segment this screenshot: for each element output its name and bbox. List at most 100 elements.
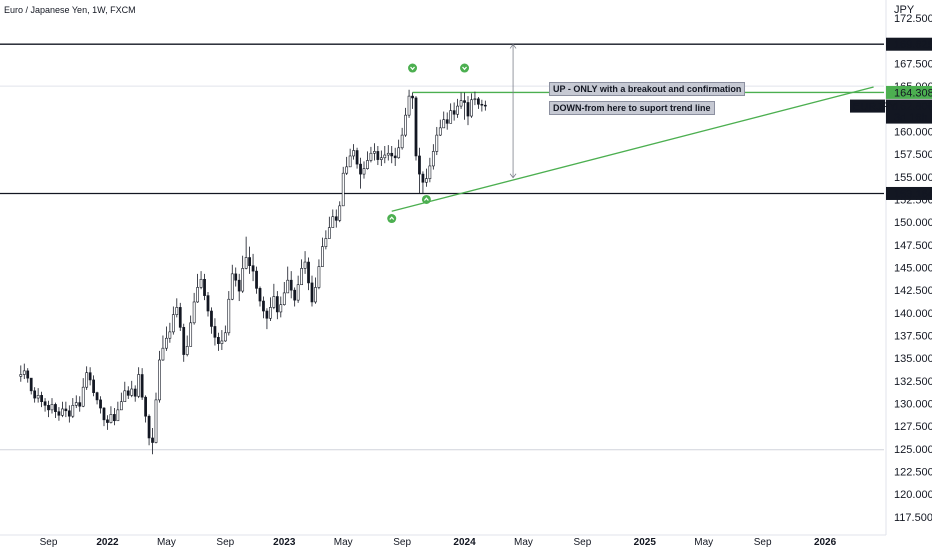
candle[interactable] bbox=[411, 95, 414, 99]
candle[interactable] bbox=[43, 401, 47, 406]
candle[interactable] bbox=[421, 173, 425, 183]
symbol-tag[interactable] bbox=[850, 99, 885, 113]
candle[interactable] bbox=[85, 372, 89, 388]
candle[interactable] bbox=[431, 151, 435, 167]
candle[interactable] bbox=[206, 295, 210, 312]
candle[interactable] bbox=[210, 310, 213, 327]
candle[interactable] bbox=[300, 268, 303, 286]
candle[interactable] bbox=[151, 437, 154, 443]
candle[interactable] bbox=[366, 160, 369, 169]
candle[interactable] bbox=[175, 307, 179, 315]
candle[interactable] bbox=[196, 287, 199, 303]
candle[interactable] bbox=[119, 401, 123, 411]
annotation-up[interactable]: UP - ONLY with a breakout and confirmati… bbox=[549, 82, 746, 96]
candle[interactable] bbox=[123, 390, 127, 403]
candle[interactable] bbox=[144, 396, 147, 417]
candle[interactable] bbox=[303, 261, 307, 269]
candle[interactable] bbox=[383, 154, 387, 159]
candle[interactable] bbox=[33, 390, 37, 399]
trend-line[interactable] bbox=[391, 86, 874, 212]
candle[interactable] bbox=[307, 261, 310, 284]
candle[interactable] bbox=[282, 292, 286, 305]
candle[interactable] bbox=[203, 278, 206, 296]
candle[interactable] bbox=[452, 110, 456, 115]
candle[interactable] bbox=[341, 172, 345, 207]
candle[interactable] bbox=[189, 322, 193, 347]
candle[interactable] bbox=[272, 296, 276, 308]
candle[interactable] bbox=[262, 300, 265, 312]
candle[interactable] bbox=[61, 408, 64, 416]
candle[interactable] bbox=[418, 155, 421, 175]
candle[interactable] bbox=[137, 374, 141, 397]
candle[interactable] bbox=[258, 288, 262, 302]
lower-price-tag[interactable] bbox=[886, 186, 932, 200]
candle[interactable] bbox=[248, 257, 251, 266]
candle[interactable] bbox=[414, 97, 418, 157]
candle[interactable] bbox=[255, 270, 258, 289]
candle[interactable] bbox=[473, 98, 477, 101]
candle[interactable] bbox=[182, 327, 186, 355]
candle[interactable] bbox=[185, 346, 189, 355]
candle[interactable] bbox=[400, 134, 404, 149]
candle[interactable] bbox=[113, 414, 116, 422]
candle[interactable] bbox=[296, 284, 300, 301]
candle[interactable] bbox=[244, 257, 248, 269]
candle[interactable] bbox=[161, 347, 165, 361]
candle[interactable] bbox=[289, 279, 293, 291]
candle[interactable] bbox=[334, 216, 338, 221]
candle[interactable] bbox=[449, 110, 453, 124]
candle[interactable] bbox=[234, 273, 238, 281]
candle[interactable] bbox=[67, 410, 71, 417]
candle[interactable] bbox=[314, 287, 317, 303]
candle[interactable] bbox=[463, 100, 466, 103]
candle[interactable] bbox=[223, 332, 227, 342]
candle[interactable] bbox=[456, 105, 459, 115]
candle[interactable] bbox=[140, 374, 144, 398]
candle[interactable] bbox=[470, 99, 473, 117]
candle[interactable] bbox=[331, 216, 335, 228]
candle[interactable] bbox=[428, 165, 432, 179]
candle[interactable] bbox=[22, 370, 26, 375]
candle[interactable] bbox=[99, 399, 102, 409]
candle[interactable] bbox=[165, 337, 168, 349]
candle[interactable] bbox=[279, 304, 283, 313]
candle[interactable] bbox=[477, 98, 480, 105]
candle[interactable] bbox=[321, 246, 324, 267]
green-price-tag[interactable] bbox=[886, 85, 932, 99]
candle[interactable] bbox=[147, 415, 151, 439]
candle[interactable] bbox=[275, 296, 279, 313]
upper-price-tag[interactable] bbox=[886, 37, 932, 51]
candle[interactable] bbox=[230, 273, 234, 300]
candle[interactable] bbox=[102, 407, 106, 421]
candle[interactable] bbox=[88, 372, 92, 381]
candle[interactable] bbox=[376, 151, 380, 160]
candle[interactable] bbox=[466, 102, 470, 117]
candle[interactable] bbox=[373, 151, 376, 154]
candle[interactable] bbox=[71, 405, 75, 417]
candle[interactable] bbox=[445, 119, 449, 124]
candle[interactable] bbox=[397, 147, 401, 159]
candle[interactable] bbox=[74, 402, 78, 406]
candle[interactable] bbox=[237, 279, 241, 292]
candle[interactable] bbox=[390, 152, 394, 157]
candle[interactable] bbox=[369, 152, 373, 161]
candle[interactable] bbox=[362, 168, 366, 175]
candle[interactable] bbox=[310, 282, 314, 303]
candle[interactable] bbox=[393, 155, 397, 159]
candle[interactable] bbox=[435, 134, 439, 152]
candle[interactable] bbox=[345, 166, 349, 174]
candle[interactable] bbox=[64, 408, 68, 412]
candle[interactable] bbox=[40, 395, 43, 403]
candle[interactable] bbox=[57, 411, 61, 416]
candle[interactable] bbox=[293, 289, 297, 301]
candle[interactable] bbox=[199, 278, 203, 288]
candle[interactable] bbox=[178, 307, 182, 328]
candle[interactable] bbox=[483, 104, 487, 107]
candle[interactable] bbox=[265, 310, 269, 319]
candle[interactable] bbox=[106, 419, 109, 423]
candle[interactable] bbox=[438, 127, 442, 136]
candle[interactable] bbox=[47, 405, 50, 411]
candle[interactable] bbox=[26, 370, 30, 379]
candle[interactable] bbox=[133, 388, 137, 397]
